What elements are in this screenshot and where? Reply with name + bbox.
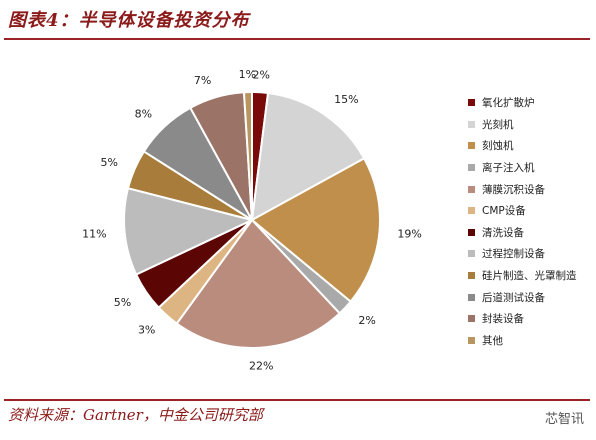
- source-note: 资料来源：Gartner，中金公司研究部: [8, 406, 263, 424]
- legend-label-11: 其他: [482, 334, 503, 347]
- legend-item-8: 硅片制造、光罩制造: [468, 265, 577, 287]
- legend-item-7: 过程控制设备: [468, 243, 577, 265]
- legend-swatch-10: [468, 315, 475, 323]
- slice-label-3: 2%: [358, 314, 375, 327]
- legend-swatch-11: [468, 336, 475, 344]
- legend-label-4: 薄膜沉积设备: [482, 183, 545, 196]
- legend-item-6: 清洗设备: [468, 222, 577, 244]
- pie-slice-4: [175, 218, 342, 349]
- chart-legend: 氧化扩散炉光刻机刻蚀机离子注入机薄膜沉积设备 CMP设备清洗设备过程控制设备硅片制…: [468, 92, 577, 351]
- legend-item-10: 封装设备: [468, 308, 577, 330]
- slice-label-4: 22%: [249, 360, 273, 373]
- pie-slice-11: [242, 90, 253, 221]
- chart-title: 图表4：半导体设备投资分布: [8, 10, 250, 31]
- pie-slice-7: [123, 186, 255, 276]
- slice-label-2: 19%: [397, 228, 421, 241]
- legend-swatch-7: [468, 250, 475, 258]
- legend-label-6: 清洗设备: [482, 226, 524, 239]
- legend-label-7: 过程控制设备: [482, 248, 545, 261]
- legend-item-3: 离子注入机: [468, 157, 577, 179]
- slice-label-5: 3%: [138, 324, 155, 337]
- legend-item-0: 氧化扩散炉: [468, 92, 577, 114]
- legend-label-5: CMP设备: [482, 205, 526, 218]
- legend-label-10: 封装设备: [482, 313, 524, 326]
- slice-label-6: 5%: [114, 296, 131, 309]
- legend-swatch-4: [468, 185, 475, 193]
- pie-slice-1: [250, 91, 366, 222]
- top-divider: [4, 38, 590, 40]
- legend-item-1: 光刻机: [468, 114, 577, 136]
- pie-chart: 2% 15% 19% 2% 22% 3% 5% 11% 5% 8% 7% 1%: [82, 68, 422, 373]
- legend-item-2: 刻蚀机: [468, 135, 577, 157]
- legend-item-5: CMP设备: [468, 200, 577, 222]
- legend-swatch-5: [468, 207, 475, 215]
- slice-label-7: 11%: [82, 228, 106, 241]
- slice-label-11: 1%: [239, 68, 256, 81]
- legend-swatch-2: [468, 142, 475, 150]
- legend-swatch-3: [468, 164, 475, 172]
- legend-swatch-9: [468, 293, 475, 301]
- legend-swatch-1: [468, 120, 475, 128]
- legend-label-1: 光刻机: [482, 118, 514, 131]
- legend-swatch-0: [468, 99, 475, 107]
- legend-label-9: 后道测试设备: [482, 291, 545, 304]
- slice-label-0: 2%: [252, 68, 269, 81]
- slice-label-1: 15%: [334, 93, 358, 106]
- legend-label-8: 硅片制造、光罩制造: [482, 270, 577, 283]
- bottom-divider: [4, 399, 590, 401]
- pie-slice-2: [250, 156, 381, 303]
- slice-label-10: 7%: [194, 74, 211, 87]
- slice-label-8: 5%: [101, 156, 118, 169]
- legend-label-2: 刻蚀机: [482, 140, 514, 153]
- legend-item-9: 后道测试设备: [468, 286, 577, 308]
- legend-label-0: 氧化扩散炉: [482, 97, 535, 110]
- legend-label-3: 离子注入机: [482, 162, 535, 175]
- legend-item-11: 其他: [468, 330, 577, 352]
- legend-item-4: 薄膜沉积设备: [468, 178, 577, 200]
- watermark: 芯智讯: [544, 412, 584, 427]
- legend-swatch-8: [468, 272, 475, 280]
- legend-swatch-6: [468, 228, 475, 236]
- slice-label-9: 8%: [135, 108, 152, 121]
